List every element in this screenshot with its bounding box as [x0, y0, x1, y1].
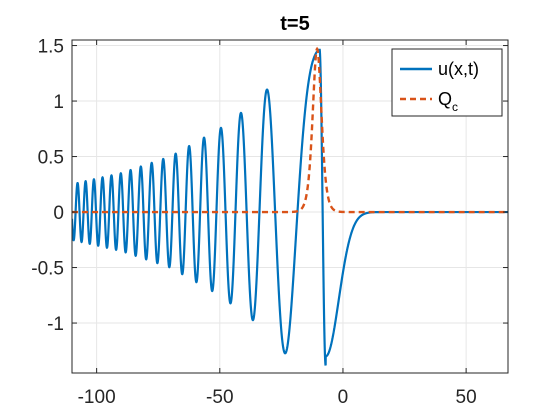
- ticks: -100 -50 0 50 -1 -0.5 0 0.5 1 1.5: [31, 37, 508, 408]
- legend-box: [391, 48, 503, 117]
- x-tick-label: 0: [338, 387, 349, 408]
- y-tick-label: -1: [47, 314, 64, 335]
- x-tick-label: -50: [206, 387, 233, 408]
- y-tick-label: 1.5: [38, 37, 64, 58]
- y-tick-label: 0: [53, 203, 64, 224]
- legend-label: Qc: [438, 89, 458, 114]
- legend-label: u(x,t): [438, 59, 479, 79]
- series-line-qc: [72, 46, 508, 214]
- legend: u(x,t) Qc: [391, 48, 503, 117]
- plot-frame: [71, 39, 509, 374]
- x-tick-label: 50: [456, 387, 477, 408]
- series-layer: [72, 46, 508, 366]
- series-line-u: [72, 48, 508, 366]
- y-tick-label: 0.5: [38, 148, 64, 169]
- chart-title: t=5: [280, 13, 309, 35]
- x-tick-label: -100: [78, 387, 116, 408]
- y-tick-label: -0.5: [31, 259, 64, 280]
- y-tick-label: 1: [53, 92, 64, 113]
